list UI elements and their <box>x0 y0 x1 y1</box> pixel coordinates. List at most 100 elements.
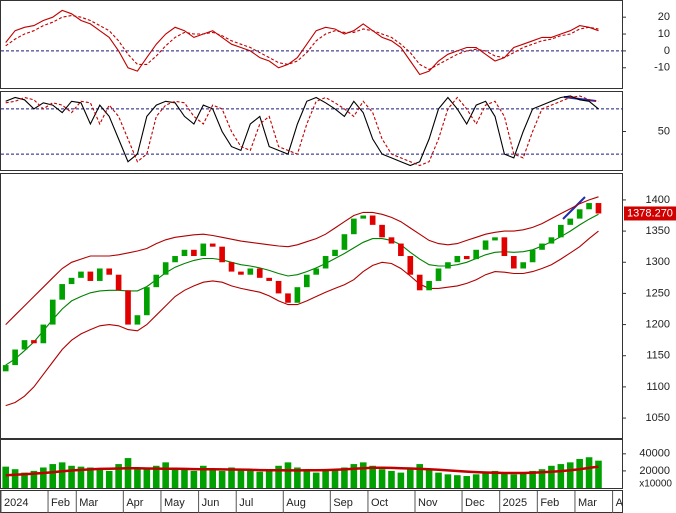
x-tick-label: Sep <box>333 497 353 509</box>
candle <box>87 271 94 281</box>
y-tick-label: 0 <box>664 45 670 57</box>
candle <box>256 268 263 278</box>
candle <box>68 277 75 285</box>
volume-bar <box>585 457 593 488</box>
y-tick-label: 50 <box>658 125 670 137</box>
y-tick-label: 20000 <box>639 465 670 477</box>
volume-bar <box>548 465 555 488</box>
volume-bar <box>284 462 292 488</box>
volume-bar <box>322 470 329 488</box>
volume-bar <box>454 475 461 488</box>
volume-bar <box>124 458 132 488</box>
candle <box>520 262 527 269</box>
volume-bar <box>482 472 489 488</box>
panel-frame <box>0 173 623 439</box>
candle <box>398 243 404 257</box>
volume-bar <box>11 469 19 488</box>
candle <box>407 256 414 275</box>
candle <box>115 274 122 291</box>
series-line <box>5 14 599 71</box>
candle <box>492 237 498 241</box>
candle <box>539 243 545 250</box>
candle <box>341 234 348 250</box>
x-tick-label: 2025 <box>503 497 527 509</box>
volume-bar <box>30 470 38 488</box>
candle <box>548 237 555 244</box>
y-tick-label: 1050 <box>646 412 670 424</box>
volume-bar <box>58 462 66 488</box>
series-line <box>5 465 599 477</box>
series-line <box>5 9 599 76</box>
candle <box>416 274 423 291</box>
volume-bar <box>557 464 565 488</box>
candle <box>426 280 432 291</box>
volume-bar <box>501 473 508 488</box>
candle <box>576 209 583 219</box>
volume-bar <box>21 472 28 488</box>
candle <box>303 274 310 288</box>
volume-bar <box>171 467 179 488</box>
volume-bar <box>425 469 433 488</box>
candle <box>106 268 113 275</box>
candle <box>59 284 65 300</box>
volume-bar <box>228 467 235 488</box>
volume-bar <box>77 466 85 488</box>
volume-bar <box>115 464 122 488</box>
candle <box>275 280 282 294</box>
series-line <box>5 213 599 366</box>
candle <box>388 237 395 244</box>
volume-bar <box>237 469 245 488</box>
volume-bar <box>378 469 386 488</box>
candle <box>322 256 329 269</box>
volume-bar <box>538 469 546 488</box>
candle <box>2 365 9 372</box>
candle <box>558 224 564 238</box>
candle <box>595 203 602 214</box>
y-tick-label: 40000 <box>639 448 670 460</box>
candle <box>162 262 169 275</box>
candle <box>96 268 103 281</box>
volume-bar <box>435 472 442 488</box>
volume-bar <box>369 465 376 488</box>
y-tick-label: 1300 <box>646 256 670 268</box>
candle <box>586 203 592 210</box>
y-tick-label: 1350 <box>646 225 670 237</box>
candle <box>266 277 272 281</box>
candle <box>445 262 451 269</box>
x-tick-label: Oct <box>371 497 388 509</box>
volume-bar <box>200 465 207 488</box>
candle <box>473 249 479 260</box>
x-tick-label: Feb <box>540 497 559 509</box>
y-tick-label: 1150 <box>646 350 670 362</box>
x-tick-label: Nov <box>418 497 438 509</box>
volume-bar <box>416 464 423 488</box>
x-tick-label: Jun <box>202 497 220 509</box>
volume-bar <box>96 469 104 488</box>
volume-bar <box>472 474 480 488</box>
candle <box>228 262 235 272</box>
volume-bar <box>397 472 405 488</box>
candle <box>200 243 207 257</box>
last-price-box <box>624 206 676 221</box>
panel-frame <box>0 439 623 489</box>
y-tick-label: 20 <box>658 11 670 23</box>
series-line <box>5 196 599 325</box>
volume-bar <box>407 467 414 488</box>
volume-bar <box>341 467 348 488</box>
x-tick-label: May <box>164 497 185 509</box>
candle <box>153 274 160 288</box>
candle <box>144 287 150 316</box>
candle <box>501 237 508 257</box>
candle <box>435 268 442 281</box>
x-tick-label: Apr <box>126 497 143 509</box>
volume-bar <box>247 470 254 488</box>
candle <box>172 256 178 263</box>
y-tick-label: -10 <box>654 62 670 74</box>
volume-bar <box>331 469 339 488</box>
candle <box>351 218 357 235</box>
x-tick-label: Mar <box>578 497 597 509</box>
volume-bar <box>40 467 47 488</box>
candle <box>78 271 84 278</box>
x-tick-label: Dec <box>465 497 485 509</box>
volume-bar <box>218 470 226 488</box>
